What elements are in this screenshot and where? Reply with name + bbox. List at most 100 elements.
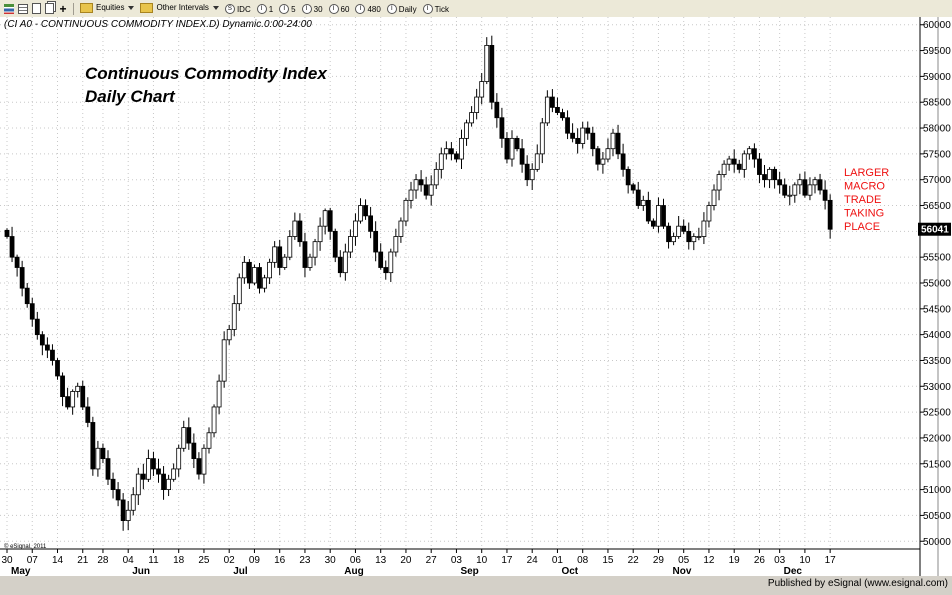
interval-button-30[interactable]: I 30 (301, 4, 323, 14)
chart-panel[interactable]: 50000 50500 51000 51500 52000 52500 53000 53500… (0, 17, 952, 590)
price-tick-label: 53000 (923, 382, 951, 393)
date-tick-label: 28 (97, 555, 109, 566)
candle-up (171, 468, 177, 480)
page-icon[interactable] (32, 3, 41, 14)
candle-down (4, 229, 10, 237)
date-tick-label: 18 (173, 555, 185, 566)
candle-down (817, 179, 823, 191)
candle-down (196, 458, 202, 475)
candle-down (423, 184, 429, 196)
date-tick-label: 19 (729, 555, 741, 566)
candle-up (353, 220, 358, 237)
candle-up (787, 194, 793, 197)
month-label: Oct (561, 566, 578, 577)
candle-up (166, 478, 172, 491)
candle-down (736, 163, 742, 170)
date-axis[interactable]: 30 07 14 21 28 04 11 18 25 02 09 16 23 30 06 13 20 27 03 10… (1, 549, 836, 577)
candle-up (75, 385, 81, 392)
date-tick-label: 30 (1, 555, 13, 566)
candle-down (625, 168, 631, 186)
price-tick-label: 52000 (923, 433, 951, 444)
candle-down (519, 148, 525, 165)
grid-icon[interactable] (18, 3, 28, 14)
interval-button-60[interactable]: I 60 (328, 4, 349, 14)
candle-up (135, 473, 141, 496)
interval-icon: I (422, 4, 433, 14)
chart-title: Continuous Commodity Index (85, 64, 328, 83)
candle-up (610, 132, 616, 150)
dropdown-arrow-icon (212, 5, 219, 10)
interval-icon: I (256, 4, 267, 14)
candle-up (145, 458, 151, 480)
date-tick-label: 26 (754, 555, 766, 566)
date-tick-label: 04 (123, 555, 135, 566)
candle-down (363, 205, 368, 217)
candle-down (772, 168, 777, 181)
price-tick-label: 50500 (923, 511, 951, 522)
interval-button-idc[interactable]: S IDC (224, 4, 251, 14)
candle-up (706, 205, 712, 222)
candle-down (337, 256, 343, 274)
candle-down (9, 236, 15, 258)
pages-icon[interactable] (45, 3, 54, 14)
interval-label: 480 (367, 4, 381, 14)
annotation-line: MACRO (844, 181, 885, 193)
interval-icon: I (301, 4, 312, 14)
interval-label: Tick (434, 4, 449, 14)
date-tick-label: 07 (27, 555, 39, 566)
interval-button-tick[interactable]: I Tick (422, 4, 449, 14)
menu-equities[interactable]: Equities (80, 2, 135, 13)
candle-down (378, 251, 384, 268)
candle-up (201, 447, 207, 475)
candle-down (615, 132, 621, 155)
candle-down (560, 112, 565, 119)
candle-down (373, 230, 379, 253)
menu-other-intervals[interactable]: Other Intervals (140, 2, 219, 13)
candle-up (438, 153, 444, 170)
price-tick-label: 60000 (923, 20, 951, 31)
candle-up (347, 236, 353, 253)
candle-down (489, 45, 495, 103)
candle-up (484, 45, 490, 82)
add-icon[interactable]: + (59, 1, 67, 16)
candle-down (45, 344, 50, 351)
interval-label: 1 (268, 4, 274, 14)
date-tick-label: 05 (678, 555, 690, 566)
candle-up (721, 163, 727, 175)
candle-up (388, 251, 394, 274)
candle-up (605, 148, 611, 160)
candle-down (635, 189, 641, 206)
candle-up (443, 148, 449, 155)
candle-down (499, 117, 505, 139)
candle-up (342, 251, 348, 274)
candle-up (393, 236, 399, 253)
candle-down (585, 127, 591, 134)
date-tick-label: 08 (577, 555, 589, 566)
last-price-label: 56041 (921, 225, 949, 236)
candle-up (676, 225, 682, 237)
candle-down (555, 106, 560, 113)
candle-down (115, 489, 121, 501)
candle-down (151, 458, 156, 470)
candle-down (757, 158, 762, 175)
month-label: May (11, 566, 31, 577)
candle-down (762, 174, 767, 181)
commodity-index-chart[interactable]: 50000 50500 51000 51500 52000 52500 53000 53500… (0, 17, 952, 590)
price-axis[interactable]: 50000 50500 51000 51500 52000 52500 53000 53500… (920, 20, 951, 548)
candle-up (130, 494, 136, 511)
candle-down (191, 442, 197, 460)
date-tick-label: 15 (602, 555, 614, 566)
interval-button-480[interactable]: I 480 (355, 4, 381, 14)
interval-button-daily[interactable]: I Daily (386, 4, 417, 14)
chart-header: (CI A0 - CONTINUOUS COMMODITY INDEX.D) D… (4, 19, 312, 30)
candle-up (529, 168, 535, 181)
price-tick-label: 58000 (923, 124, 951, 135)
month-label: Nov (673, 566, 692, 577)
annotation-line: PLACE (844, 221, 880, 233)
chart-window-icon[interactable] (4, 3, 14, 14)
s-circle-icon: S (224, 4, 235, 14)
footer-bar (0, 576, 952, 590)
published-by-footer: Published by eSignal (www.esignal.com) (768, 578, 948, 589)
